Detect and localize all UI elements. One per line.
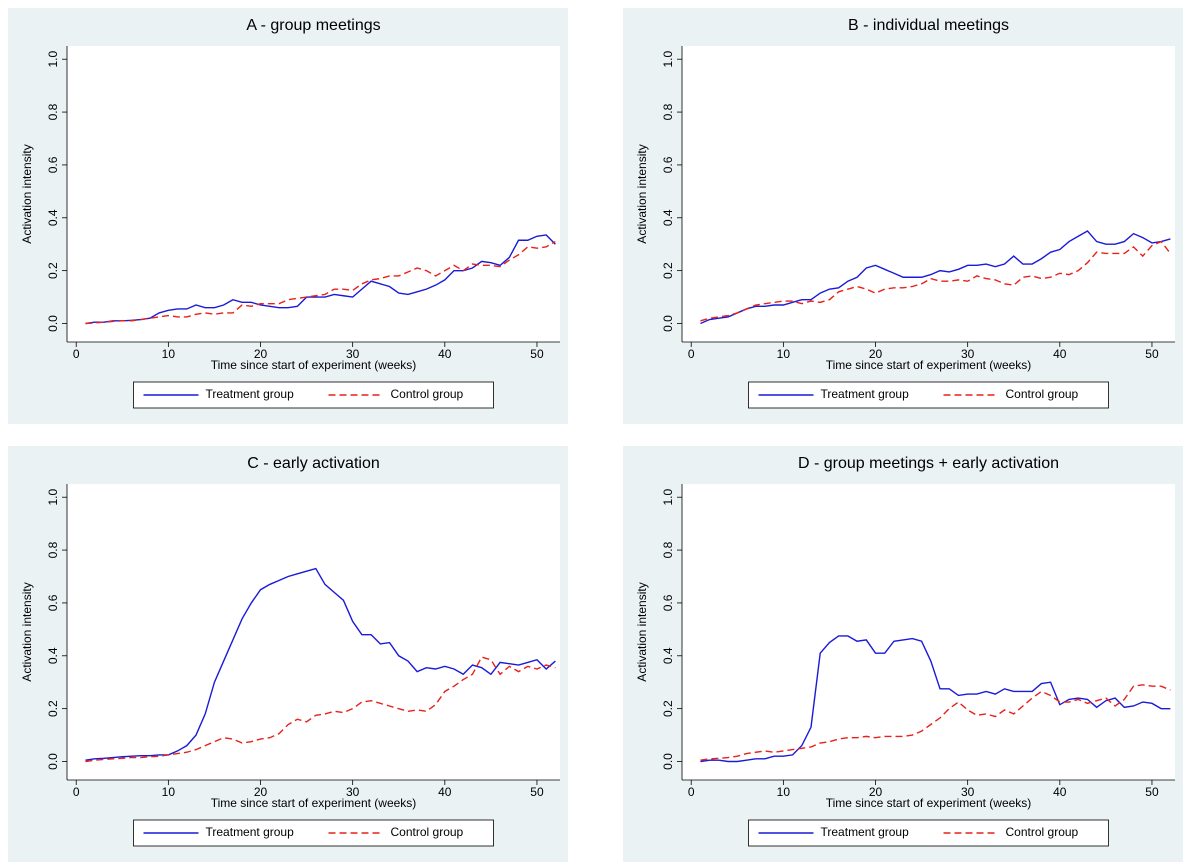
y-tick-label: 0.2 — [46, 700, 60, 717]
panel: C - early activation 0.0 0.2 0.4 0.6 0.8 1.0 0 1… — [8, 446, 568, 862]
x-tick-label: 50 — [1145, 347, 1159, 361]
legend-label: Treatment group — [821, 825, 910, 839]
y-tick-label: 0.4 — [661, 647, 675, 664]
y-tick-label: 0.2 — [661, 700, 675, 717]
x-tick-label: 0 — [73, 347, 80, 361]
y-tick-label: 1.0 — [46, 489, 60, 506]
x-tick-label: 30 — [961, 785, 975, 799]
x-tick-label: 40 — [438, 785, 452, 799]
legend-label: Control group — [1006, 387, 1079, 401]
plot-area — [682, 484, 1175, 780]
y-tick-label: 0.6 — [661, 156, 675, 173]
y-tick-label: 0.2 — [661, 262, 675, 279]
x-axis-title: Time since start of experiment (weeks) — [826, 358, 1032, 372]
y-axis-title: Activation intensity — [635, 582, 649, 681]
legend-label: Control group — [391, 387, 464, 401]
series-line — [700, 684, 1171, 761]
y-tick-label: 0.4 — [46, 647, 60, 664]
plot-area — [682, 46, 1175, 342]
y-tick-label: 0.4 — [46, 209, 60, 226]
panel-title: B - individual meetings — [848, 17, 1009, 34]
y-tick-label: 0.6 — [661, 594, 675, 611]
panel: B - individual meetings 0.0 0.2 0.4 0.6 0.8 1.… — [623, 8, 1183, 424]
series-line — [85, 240, 556, 325]
x-tick-label: 30 — [346, 785, 360, 799]
x-tick-label: 50 — [530, 785, 544, 799]
series-line — [700, 635, 1171, 763]
x-tick-label: 20 — [254, 347, 268, 361]
series-line — [700, 230, 1171, 325]
x-tick-label: 20 — [869, 785, 883, 799]
plot-area — [67, 46, 560, 342]
series-line — [85, 656, 556, 763]
y-tick-label: 1.0 — [46, 51, 60, 68]
panel-title: A - group meetings — [246, 17, 380, 34]
x-tick-label: 40 — [438, 347, 452, 361]
y-tick-label: 0.8 — [46, 541, 60, 558]
x-tick-label: 0 — [688, 347, 695, 361]
x-tick-label: 40 — [1053, 785, 1067, 799]
y-tick-label: 0.8 — [46, 103, 60, 120]
panel: D - group meetings + early activation 0.0… — [623, 446, 1183, 862]
series-line — [700, 240, 1171, 322]
y-axis-title: Activation intensity — [635, 144, 649, 243]
y-tick-label: 0.6 — [46, 594, 60, 611]
legend-label: Treatment group — [821, 387, 910, 401]
legend-label: Treatment group — [206, 387, 295, 401]
legend-label: Treatment group — [206, 825, 295, 839]
plot-area — [67, 484, 560, 780]
legend-label: Control group — [391, 825, 464, 839]
x-axis-title: Time since start of experiment (weeks) — [211, 796, 417, 810]
y-tick-label: 0.8 — [661, 103, 675, 120]
x-tick-label: 0 — [688, 785, 695, 799]
x-tick-label: 10 — [777, 347, 791, 361]
x-tick-label: 50 — [530, 347, 544, 361]
x-tick-label: 50 — [1145, 785, 1159, 799]
x-tick-label: 20 — [869, 347, 883, 361]
y-tick-label: 0.4 — [661, 209, 675, 226]
y-tick-label: 0.8 — [661, 541, 675, 558]
x-tick-label: 20 — [254, 785, 268, 799]
panel: A - group meetings 0.0 0.2 0.4 0.6 0.8 1.0 0 10 2… — [8, 8, 568, 424]
x-tick-label: 10 — [777, 785, 791, 799]
y-tick-label: 0.6 — [46, 156, 60, 173]
y-tick-label: 0.0 — [661, 315, 675, 332]
x-tick-label: 30 — [346, 347, 360, 361]
panel-title: D - group meetings + early activation — [798, 455, 1059, 472]
y-tick-label: 0.0 — [661, 753, 675, 770]
y-tick-label: 0.0 — [46, 315, 60, 332]
y-tick-label: 0.0 — [46, 753, 60, 770]
x-tick-label: 40 — [1053, 347, 1067, 361]
x-tick-label: 10 — [162, 785, 176, 799]
x-tick-label: 10 — [162, 347, 176, 361]
legend-label: Control group — [1006, 825, 1079, 839]
y-tick-label: 0.2 — [46, 262, 60, 279]
y-axis-title: Activation intensity — [20, 144, 34, 243]
panel-title: C - early activation — [247, 455, 380, 472]
x-tick-label: 0 — [73, 785, 80, 799]
y-tick-label: 1.0 — [661, 51, 675, 68]
x-tick-label: 30 — [961, 347, 975, 361]
y-axis-title: Activation intensity — [20, 582, 34, 681]
y-tick-label: 1.0 — [661, 489, 675, 506]
x-axis-title: Time since start of experiment (weeks) — [211, 358, 417, 372]
x-axis-title: Time since start of experiment (weeks) — [826, 796, 1032, 810]
